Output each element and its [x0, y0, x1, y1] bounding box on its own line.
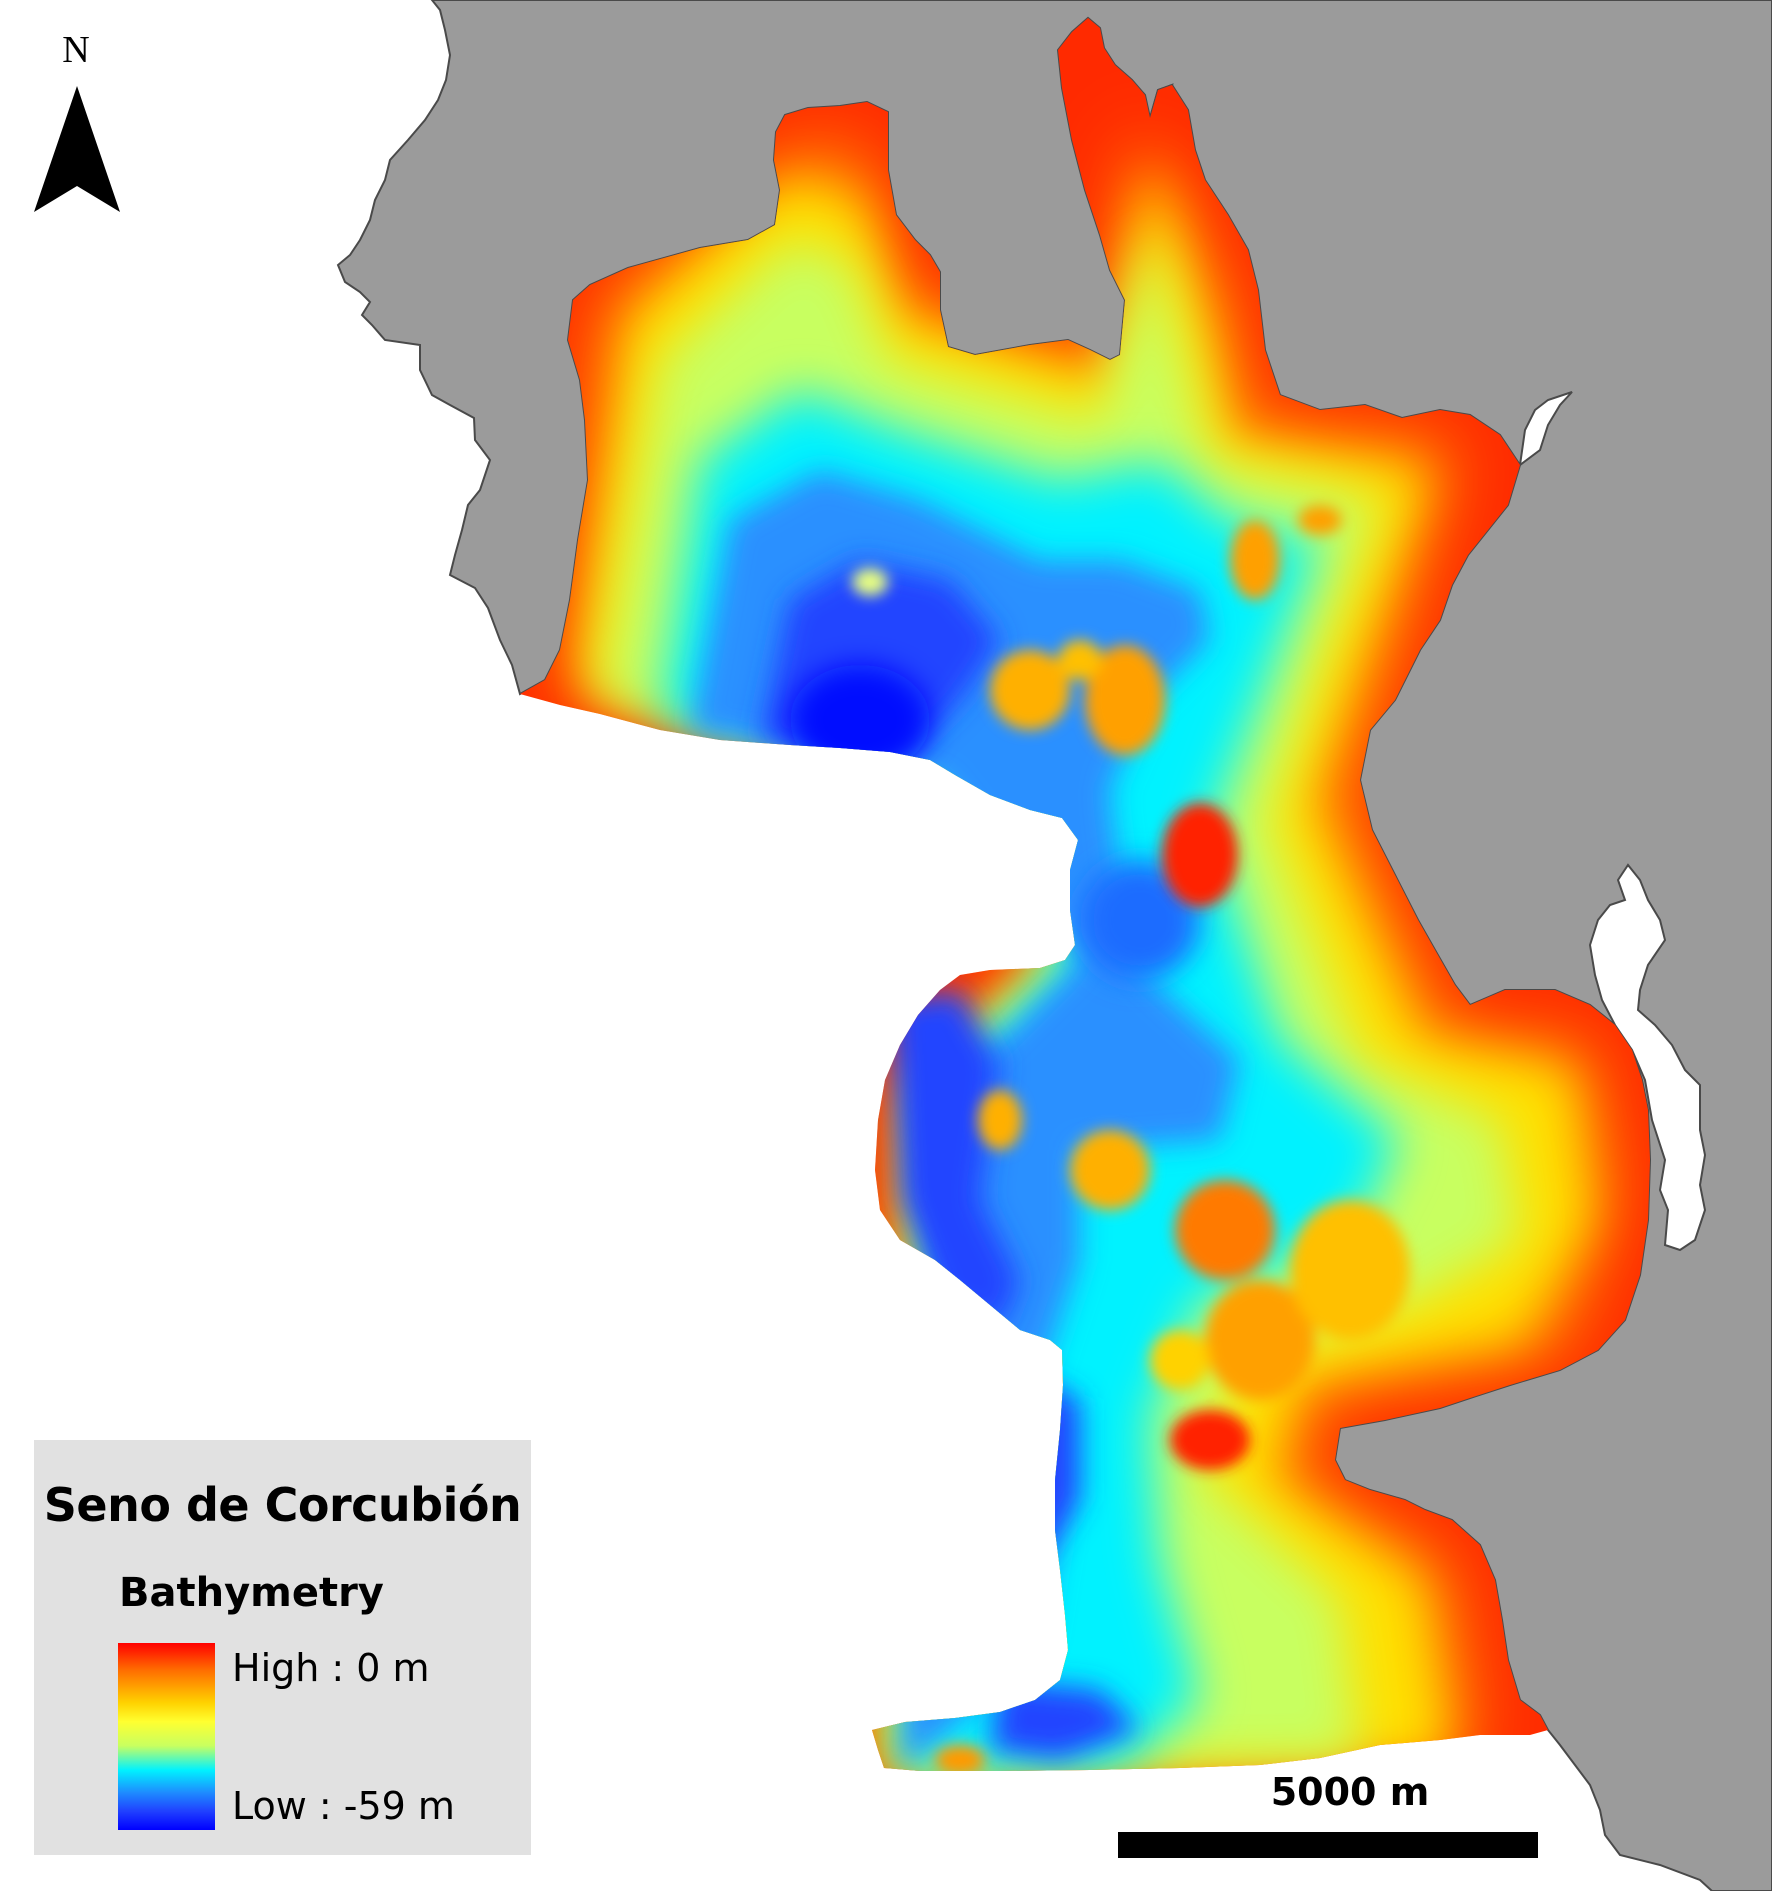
legend-high-label: High : 0 m — [232, 1646, 430, 1690]
land-areas — [336, 0, 1772, 1891]
legend-low-label: Low : -59 m — [232, 1784, 455, 1828]
legend-title: Seno de Corcubión — [43, 1478, 522, 1532]
north-arrow-icon — [34, 86, 120, 212]
east-lagoons — [1518, 391, 1707, 1252]
west-peninsula-land — [336, 0, 1772, 1891]
legend-subtitle: Bathymetry — [119, 1570, 384, 1616]
scale-bar — [1118, 1832, 1538, 1858]
scale-bar-label: 5000 m — [1270, 1770, 1430, 1814]
east-lagoon-2 — [1588, 863, 1707, 1252]
east-lagoon-1 — [1518, 391, 1573, 468]
north-label: N — [62, 29, 90, 71]
legend-color-ramp — [118, 1643, 215, 1830]
legend-panel: Seno de Corcubión Bathymetry High : 0 m … — [34, 1440, 531, 1855]
